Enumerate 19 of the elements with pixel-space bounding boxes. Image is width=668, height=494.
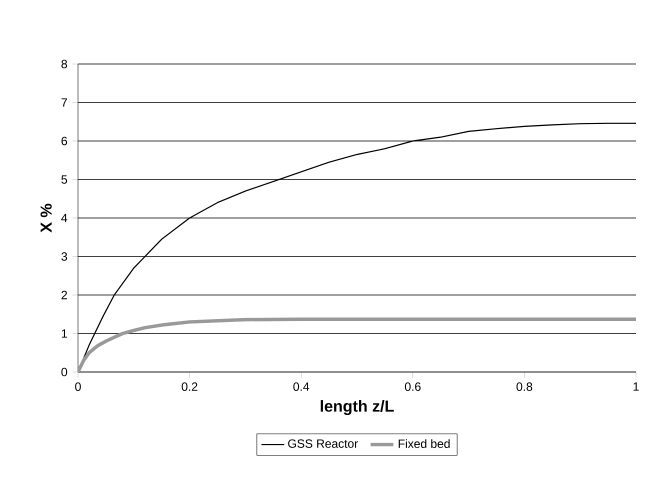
x-tick-label: 0.8 [516, 382, 532, 391]
y-tick-label: 6 [62, 136, 68, 146]
x-tick-label: 0.4 [293, 382, 310, 391]
x-tick-label: 0.6 [404, 382, 421, 391]
y-tick-label: 1 [62, 329, 68, 338]
legend-label: Fixed bed [398, 439, 450, 448]
x-tick-label: 1 [634, 382, 639, 391]
y-tick-label: 3 [61, 252, 68, 261]
y-tick-label: 5 [61, 175, 68, 184]
x-tick-label: 0.2 [182, 382, 198, 391]
y-tick-label: 0 [61, 368, 68, 376]
x-axis-title: length z/L [320, 400, 394, 416]
y-tick-label: 2 [62, 290, 67, 300]
y-axis-title: X % [40, 204, 52, 233]
y-tick-label: 8 [61, 60, 68, 68]
y-tick-label: 7 [62, 98, 67, 107]
legend-label: GSS Reactor [288, 439, 358, 448]
y-tick-label: 4 [61, 214, 68, 222]
x-tick-label: 0 [75, 382, 81, 391]
